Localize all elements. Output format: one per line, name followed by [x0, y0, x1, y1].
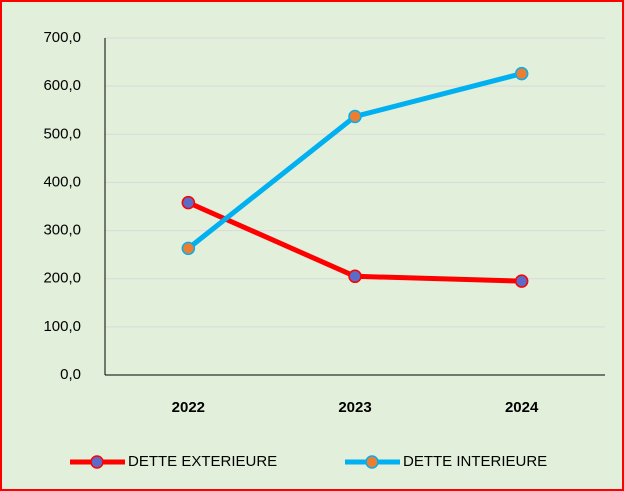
series-marker: [181, 241, 196, 256]
series-marker: [181, 195, 196, 210]
legend-marker: [90, 455, 104, 469]
series-marker: [514, 274, 529, 288]
series-marker: [348, 269, 362, 284]
legend-label: DETTE EXTERIEURE: [128, 453, 277, 470]
y-tick-label: 200,0: [43, 270, 81, 287]
y-tick-label: 400,0: [43, 173, 81, 190]
x-tick-label: 2024: [505, 399, 539, 416]
x-tick-label: 2023: [338, 399, 371, 416]
y-tick-label: 100,0: [43, 318, 81, 335]
series-marker: [514, 66, 529, 81]
y-tick-label: 0,0: [60, 366, 81, 383]
y-tick-label: 300,0: [43, 222, 81, 239]
y-tick-label: 500,0: [43, 125, 81, 142]
x-tick-label: 2022: [172, 399, 205, 416]
legend-label: DETTE INTERIEURE: [403, 453, 547, 470]
y-tick-label: 700,0: [43, 29, 81, 46]
y-tick-label: 600,0: [43, 77, 81, 94]
series-marker: [348, 109, 362, 124]
legend-marker: [365, 455, 379, 469]
